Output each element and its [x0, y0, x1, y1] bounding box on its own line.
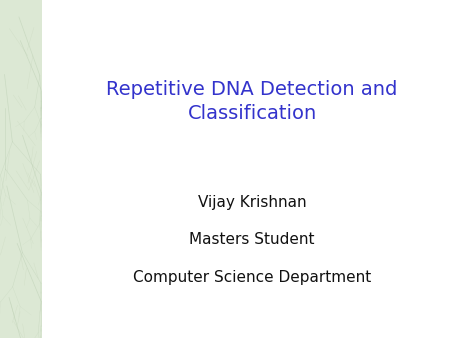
Text: Computer Science Department: Computer Science Department	[133, 270, 371, 285]
Bar	[0, 0, 42, 338]
Text: Repetitive DNA Detection and
Classification: Repetitive DNA Detection and Classificat…	[106, 80, 398, 123]
Text: Masters Student: Masters Student	[189, 233, 315, 247]
Text: Vijay Krishnan: Vijay Krishnan	[198, 195, 306, 210]
